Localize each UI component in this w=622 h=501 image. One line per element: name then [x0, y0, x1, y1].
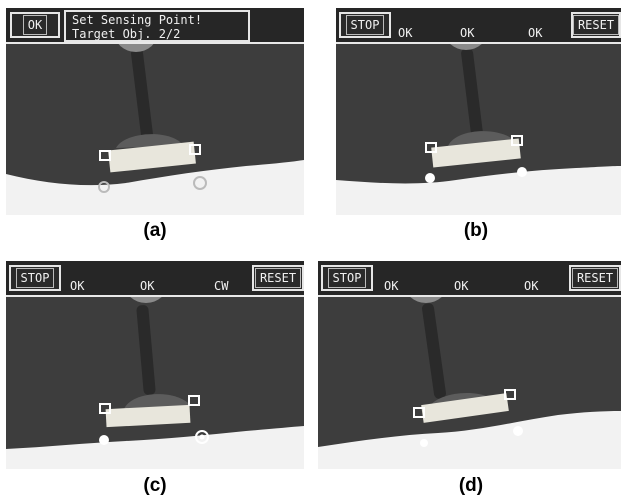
status-3: OK — [524, 279, 539, 293]
sensing-marker — [99, 150, 111, 161]
caption-a: (a) — [143, 220, 167, 241]
sensing-point-marker — [98, 181, 110, 193]
contact-point-marker — [425, 173, 435, 183]
camera-panel-d: STOP OK OK OK RESET — [318, 261, 621, 469]
contact-point-marker — [99, 435, 109, 445]
contact-point-marker — [420, 439, 428, 447]
ok-button-label: OK — [22, 15, 48, 35]
instruction-box — [64, 10, 250, 42]
camera-view: STOP OK OK OK RESET — [336, 8, 621, 215]
status-1: OK — [398, 26, 413, 40]
sensing-marker — [425, 142, 437, 153]
status-1: OK — [70, 279, 85, 293]
camera-view: STOP OK OK OK RESET — [318, 261, 621, 469]
sensing-marker — [188, 395, 200, 406]
stop-button[interactable]: STOP — [9, 265, 61, 291]
reset-button[interactable]: RESET — [571, 12, 621, 38]
sensing-marker — [189, 144, 201, 155]
stop-button-label: STOP — [15, 268, 55, 288]
status-2: OK — [460, 26, 475, 40]
stop-button-label: STOP — [327, 268, 367, 288]
contact-point-marker — [513, 426, 523, 436]
caption-b: (b) — [463, 220, 489, 241]
sensing-marker — [511, 135, 523, 146]
sensing-marker — [504, 389, 516, 400]
camera-panel-a: OK Set Sensing Point! Target Obj. 2/2 — [6, 8, 304, 215]
status-1: OK — [384, 279, 399, 293]
camera-panel-b: STOP OK OK OK RESET — [336, 8, 621, 215]
sensing-point-marker — [193, 176, 207, 190]
camera-panel-c: STOP OK OK CW RESET — [6, 261, 304, 469]
reset-button[interactable]: RESET — [252, 265, 304, 291]
sensing-marker — [413, 407, 425, 418]
status-3: OK — [528, 26, 543, 40]
instruction-line-1: Set Sensing Point! — [72, 13, 203, 27]
contact-point-marker — [195, 430, 209, 444]
contact-point-marker — [517, 167, 527, 177]
ok-button[interactable]: OK — [10, 12, 60, 38]
reset-button-label: RESET — [254, 268, 302, 288]
reset-button[interactable]: RESET — [569, 265, 621, 291]
status-2: OK — [454, 279, 469, 293]
reset-button-label: RESET — [571, 268, 619, 288]
camera-view: STOP OK OK CW RESET — [6, 261, 304, 469]
status-2: OK — [140, 279, 155, 293]
reset-button-label: RESET — [572, 15, 620, 35]
caption-d: (d) — [458, 475, 484, 496]
caption-c: (c) — [143, 475, 167, 496]
stop-button[interactable]: STOP — [321, 265, 373, 291]
instruction-line-2: Target Obj. 2/2 — [72, 27, 181, 41]
status-3: CW — [214, 279, 229, 293]
stop-button-label: STOP — [345, 15, 385, 35]
stop-button[interactable]: STOP — [339, 12, 391, 38]
camera-view: OK Set Sensing Point! Target Obj. 2/2 — [6, 8, 304, 215]
sensing-marker — [99, 403, 111, 414]
